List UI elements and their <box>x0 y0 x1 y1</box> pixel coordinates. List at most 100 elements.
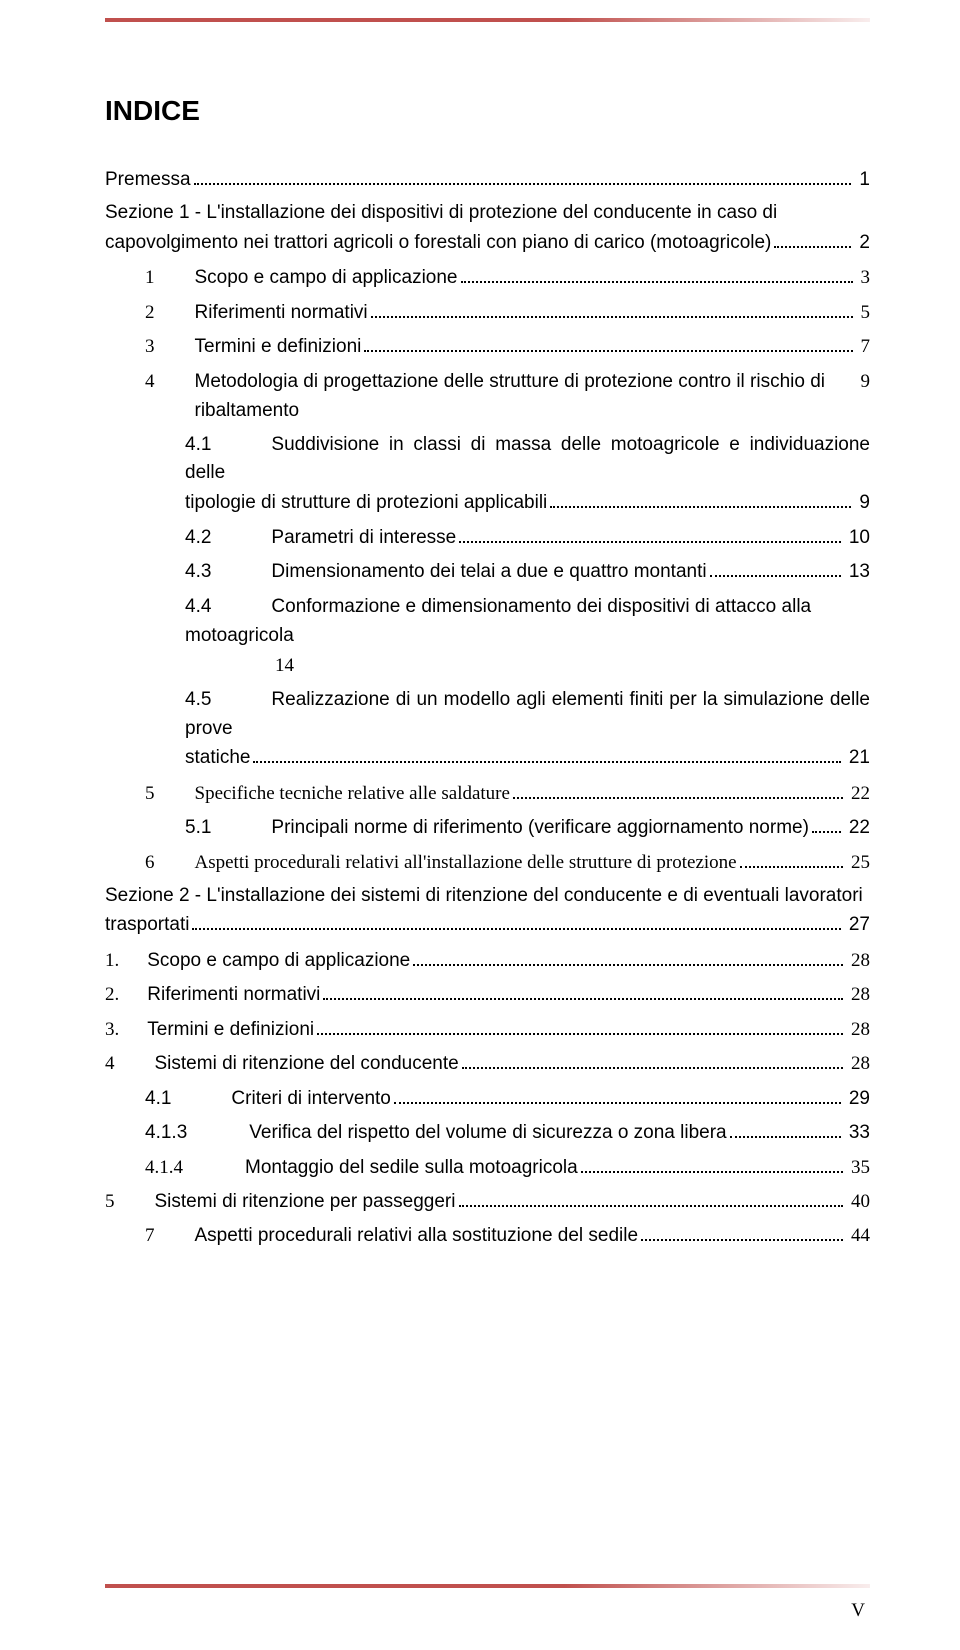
toc-entry: 4 Sistemi di ritenzione del conducente 2… <box>105 1049 870 1078</box>
toc-page: 2 <box>854 228 870 257</box>
toc-label: Realizzazione di un modello agli element… <box>185 689 870 739</box>
toc-entry: 7 Aspetti procedurali relativi alla sost… <box>105 1221 870 1250</box>
toc-page: 22 <box>844 813 870 842</box>
toc-num: 1 <box>145 263 195 292</box>
toc-label-cont: statiche <box>185 743 250 772</box>
toc-page: 40 <box>846 1187 870 1216</box>
toc-leader <box>371 316 853 318</box>
page-title: INDICE <box>105 95 870 127</box>
toc-page: 14 <box>275 651 294 680</box>
toc-leader <box>461 281 853 283</box>
toc-label: Aspetti procedurali relativi alla sostit… <box>195 1221 639 1250</box>
toc-page: 5 <box>856 298 870 327</box>
toc-leader <box>812 831 841 833</box>
toc-num: 4.1.4 <box>145 1153 245 1182</box>
toc-leader <box>459 1205 844 1207</box>
page-number: V <box>851 1600 865 1622</box>
toc-leader <box>774 246 851 248</box>
toc-page: 28 <box>846 980 870 1009</box>
toc-page: 1 <box>854 165 870 194</box>
toc-page: 25 <box>846 848 870 877</box>
toc-label: Conformazione e dimensionamento dei disp… <box>185 596 811 646</box>
toc-label: Dimensionamento dei telai a due e quattr… <box>271 557 706 586</box>
toc-num: 7 <box>145 1221 195 1250</box>
toc-entry: 3. Termini e definizioni 28 <box>105 1015 870 1044</box>
toc-num: 4.1.3 <box>145 1118 249 1147</box>
toc-entry: 4.1 Criteri di intervento 29 <box>105 1084 870 1113</box>
toc-num: 5 <box>145 779 195 808</box>
toc-label: Termini e definizioni <box>147 1015 314 1044</box>
toc-page: 28 <box>846 1049 870 1078</box>
toc-entry: 4.1Suddivisione in classi di massa delle… <box>105 431 870 517</box>
toc-entry: Sezione 1 - L'installazione dei disposit… <box>105 199 870 257</box>
toc-leader <box>194 183 852 185</box>
toc-entry: 5 Sistemi di ritenzione per passeggeri 4… <box>105 1187 870 1216</box>
toc-leader <box>253 761 840 763</box>
toc-num: 1. <box>105 946 147 975</box>
toc-label: Suddivisione in classi di massa delle mo… <box>185 434 870 484</box>
toc-label: Sezione 2 - L'installazione dei sistemi … <box>105 885 863 906</box>
toc-label: Aspetti procedurali relativi all'install… <box>195 848 737 877</box>
toc-leader <box>581 1171 844 1173</box>
toc-label-cont: tipologie di strutture di protezioni app… <box>185 488 547 517</box>
toc-leader <box>317 1033 843 1035</box>
toc-num: 4.1 <box>145 1084 231 1113</box>
toc-page: 10 <box>844 523 870 552</box>
toc-page: 27 <box>844 910 870 939</box>
toc-leader <box>192 928 840 930</box>
toc-label: Criteri di intervento <box>231 1084 390 1113</box>
toc-page: 35 <box>846 1153 870 1182</box>
toc-entry: 1 Scopo e campo di applicazione 3 <box>105 263 870 292</box>
toc-label: Riferimenti normativi <box>147 980 320 1009</box>
toc-entry: 4.1.4 Montaggio del sedile sulla motoagr… <box>105 1153 870 1182</box>
toc-label: Premessa <box>105 165 191 194</box>
toc-entry: Sezione 2 - L'installazione dei sistemi … <box>105 882 870 940</box>
toc-entry: 4.5Realizzazione di un modello agli elem… <box>105 686 870 772</box>
toc-entry: 4 Metodologia di progettazione delle str… <box>105 367 870 426</box>
toc-leader <box>710 575 841 577</box>
toc-num: 4 <box>105 1049 155 1078</box>
toc-leader <box>740 866 844 868</box>
toc-entry: 4.4Conformazione e dimensionamento dei d… <box>105 592 870 680</box>
toc-num: 4 <box>145 367 195 396</box>
toc-num: 5 <box>105 1187 155 1216</box>
toc-page: 21 <box>844 743 870 772</box>
toc-leader <box>364 350 852 352</box>
toc-label: Scopo e campo di applicazione <box>147 946 410 975</box>
toc-label: Parametri di interesse <box>271 523 456 552</box>
toc-label: Riferimenti normativi <box>195 298 368 327</box>
toc-label: Sistemi di ritenzione per passeggeri <box>155 1187 456 1216</box>
toc-page: 9 <box>854 488 870 517</box>
toc-num: 4.5 <box>185 689 271 710</box>
toc-num: 4.2 <box>185 523 271 552</box>
toc-page: 33 <box>844 1118 870 1147</box>
toc-num: 4.3 <box>185 557 271 586</box>
toc-entry: 6 Aspetti procedurali relativi all'insta… <box>105 848 870 877</box>
toc-entry: 4.2 Parametri di interesse 10 <box>105 523 870 552</box>
toc-page: 3 <box>856 263 870 292</box>
toc-entry: 2. Riferimenti normativi 28 <box>105 980 870 1009</box>
toc-entry: 1. Scopo e campo di applicazione 28 <box>105 946 870 975</box>
toc-num: 3 <box>145 332 195 361</box>
toc-leader <box>413 964 843 966</box>
toc-label: Specifiche tecniche relative alle saldat… <box>195 779 510 808</box>
toc-num: 4.1 <box>185 434 271 455</box>
bottom-rule <box>105 1584 870 1588</box>
toc-label: Scopo e campo di applicazione <box>195 263 458 292</box>
toc-entry: 4.1.3 Verifica del rispetto del volume d… <box>105 1118 870 1147</box>
toc-label: Sistemi di ritenzione del conducente <box>155 1049 459 1078</box>
toc-num: 3. <box>105 1015 147 1044</box>
toc-label-cont: capovolgimento nei trattori agricoli o f… <box>105 228 771 257</box>
toc-leader <box>323 998 843 1000</box>
toc-num: 5.1 <box>185 813 271 842</box>
document-page: INDICE Premessa 1 Sezione 1 - L'installa… <box>0 0 960 1650</box>
toc-leader <box>394 1102 841 1104</box>
toc-entry: 4.3 Dimensionamento dei telai a due e qu… <box>105 557 870 586</box>
toc-container: Premessa 1 Sezione 1 - L'installazione d… <box>105 165 870 1251</box>
toc-label: Termini e definizioni <box>195 332 362 361</box>
toc-label: Metodologia di progettazione delle strut… <box>195 367 856 426</box>
toc-page: 13 <box>844 557 870 586</box>
toc-entry: 2 Riferimenti normativi 5 <box>105 298 870 327</box>
toc-num: 2 <box>145 298 195 327</box>
toc-label-cont: trasportati <box>105 910 189 939</box>
